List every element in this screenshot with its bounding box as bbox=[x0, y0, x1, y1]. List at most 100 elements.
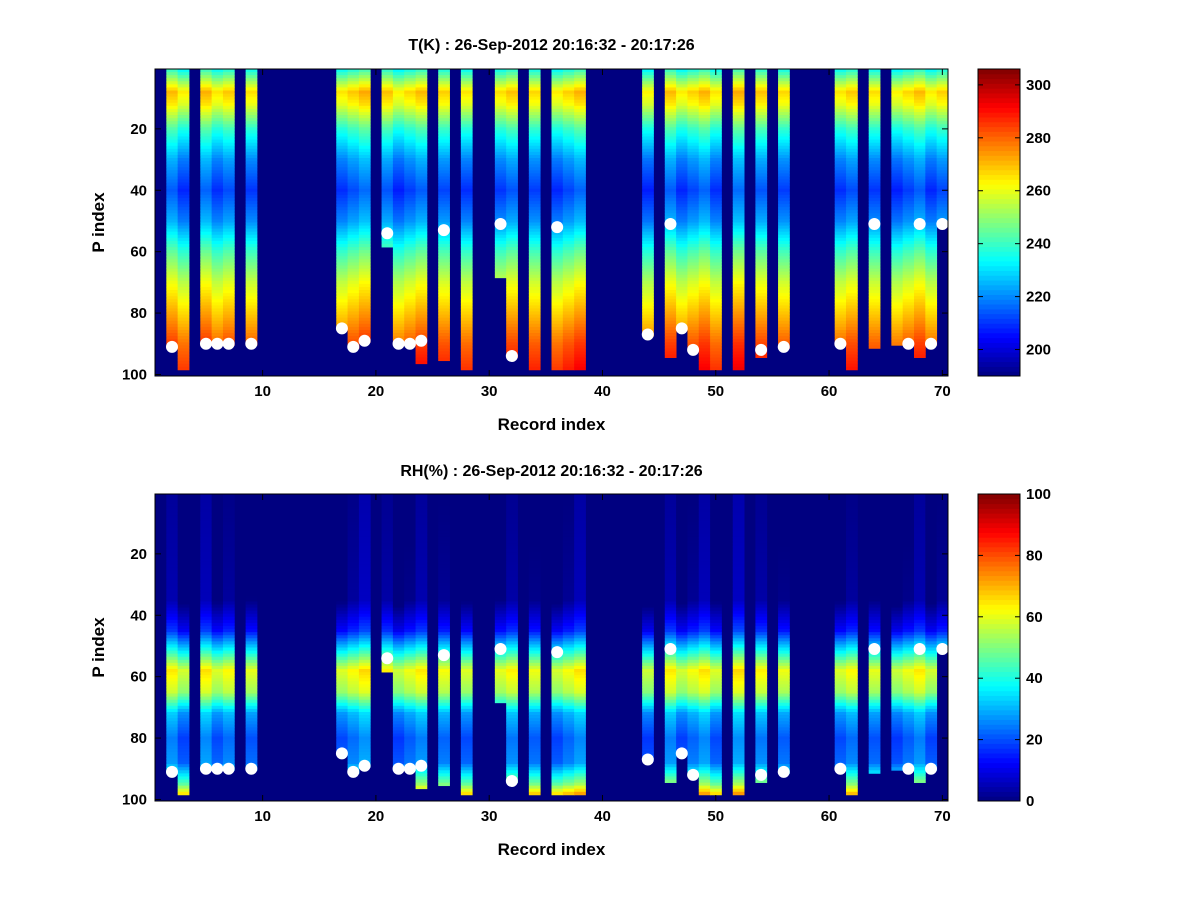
heatmap-cell bbox=[664, 170, 677, 174]
heatmap-cell bbox=[664, 323, 677, 328]
heatmap-cell bbox=[381, 121, 394, 125]
heatmap-cell bbox=[392, 121, 405, 125]
heatmap-cell bbox=[177, 500, 190, 504]
heatmap-cell bbox=[392, 650, 405, 655]
heatmap-cell bbox=[200, 102, 213, 107]
heatmap-cell bbox=[200, 243, 213, 248]
heatmap-cell bbox=[494, 72, 507, 76]
heatmap-cell bbox=[404, 243, 416, 248]
heatmap-cell bbox=[710, 243, 722, 248]
heatmap-cell bbox=[177, 237, 190, 242]
heatmap-cell bbox=[392, 758, 405, 762]
heatmap-cell bbox=[925, 262, 938, 266]
heatmap-cell bbox=[245, 90, 258, 94]
heatmap-cell bbox=[222, 262, 235, 266]
heatmap-column bbox=[562, 69, 575, 371]
colorbar-band bbox=[978, 203, 1020, 209]
heatmap-cell bbox=[200, 323, 213, 328]
heatmap-cell bbox=[404, 320, 416, 325]
heatmap-cell bbox=[494, 81, 507, 85]
heatmap-cell bbox=[358, 601, 371, 605]
heatmap-cell bbox=[200, 687, 213, 691]
heatmap-cell bbox=[392, 268, 405, 273]
heatmap-cell bbox=[574, 84, 586, 88]
heatmap-cell bbox=[166, 693, 179, 698]
heatmap-cell bbox=[698, 342, 711, 346]
heatmap-cell bbox=[347, 336, 360, 340]
heatmap-cell bbox=[347, 745, 360, 750]
heatmap-cell bbox=[642, 280, 654, 285]
heatmap-cell bbox=[460, 329, 473, 334]
heatmap-cell bbox=[404, 228, 416, 233]
chart-title: T(K) : 26-Sep-2012 20:16:32 - 20:17:26 bbox=[408, 37, 694, 54]
heatmap-cell bbox=[687, 234, 700, 239]
heatmap-cell bbox=[494, 500, 507, 504]
heatmap-cell bbox=[222, 142, 235, 147]
heatmap-cell bbox=[664, 286, 677, 291]
heatmap-cell bbox=[358, 158, 371, 162]
heatmap-cell bbox=[222, 632, 235, 636]
heatmap-cell bbox=[936, 213, 949, 217]
heatmap-cell bbox=[415, 632, 428, 636]
heatmap-cell bbox=[381, 105, 394, 110]
heatmap-cell bbox=[551, 102, 564, 107]
heatmap-cell bbox=[687, 173, 700, 177]
heatmap-cell bbox=[868, 81, 881, 85]
heatmap-cell bbox=[222, 564, 235, 569]
heatmap-cell bbox=[438, 665, 450, 670]
heatmap-cell bbox=[211, 527, 224, 532]
heatmap-cell bbox=[460, 546, 473, 550]
heatmap-cell bbox=[177, 638, 190, 642]
heatmap-cell bbox=[177, 733, 190, 737]
heatmap-cell bbox=[891, 139, 904, 144]
heatmap-cell bbox=[710, 121, 722, 125]
heatmap-column bbox=[891, 69, 904, 346]
heatmap-cell bbox=[891, 75, 904, 79]
heatmap-cell bbox=[664, 111, 677, 116]
heatmap-cell bbox=[460, 601, 473, 605]
heatmap-cell bbox=[846, 204, 858, 208]
heatmap-cell bbox=[336, 619, 348, 624]
heatmap-cell bbox=[392, 546, 405, 550]
heatmap-cell bbox=[574, 283, 586, 288]
heatmap-cell bbox=[438, 776, 450, 780]
heatmap-cell bbox=[200, 105, 213, 110]
heatmap-cell bbox=[925, 188, 938, 193]
heatmap-cell bbox=[528, 201, 541, 205]
heatmap-cell bbox=[245, 573, 258, 578]
heatmap-cell bbox=[460, 185, 473, 190]
heatmap-cell bbox=[200, 589, 213, 593]
heatmap-cell bbox=[392, 225, 405, 230]
heatmap-cell bbox=[245, 154, 258, 159]
heatmap-cell bbox=[562, 105, 575, 110]
heatmap-cell bbox=[415, 549, 428, 553]
heatmap-cell bbox=[438, 579, 450, 584]
heatmap-cell bbox=[245, 296, 258, 300]
heatmap-cell bbox=[245, 668, 258, 673]
heatmap-cell bbox=[562, 348, 575, 352]
heatmap-cell bbox=[562, 136, 575, 141]
heatmap-cell bbox=[846, 280, 858, 285]
colorbar-tick-label: 200 bbox=[1026, 342, 1051, 359]
heatmap-cell bbox=[222, 668, 235, 673]
heatmap-cell bbox=[834, 277, 847, 282]
heatmap-cell bbox=[778, 296, 790, 300]
heatmap-cell bbox=[891, 262, 904, 266]
heatmap-cell bbox=[166, 543, 179, 547]
heatmap-cell bbox=[211, 308, 224, 312]
heatmap-cell bbox=[902, 308, 915, 312]
heatmap-cell bbox=[347, 739, 360, 744]
heatmap-cell bbox=[222, 549, 235, 553]
heatmap-cell bbox=[222, 610, 235, 615]
heatmap-cell bbox=[336, 182, 348, 187]
heatmap-cell bbox=[358, 530, 371, 535]
heatmap-cell bbox=[562, 130, 575, 134]
heatmap-cell bbox=[914, 185, 926, 190]
heatmap-cell bbox=[891, 164, 904, 168]
heatmap-cell bbox=[664, 87, 677, 91]
heatmap-cell bbox=[676, 99, 688, 104]
heatmap-cell bbox=[687, 326, 700, 331]
heatmap-cell bbox=[336, 210, 348, 214]
heatmap-cell bbox=[868, 191, 881, 196]
heatmap-cell bbox=[778, 320, 790, 325]
